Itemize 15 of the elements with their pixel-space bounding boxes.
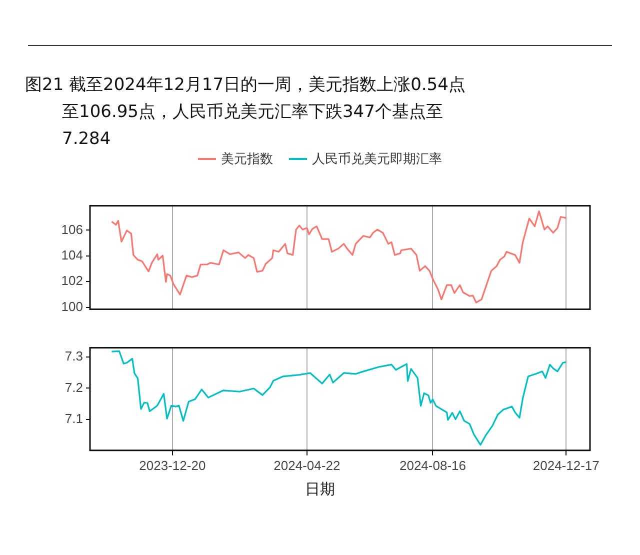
y-tick-label: 7.1 (64, 410, 83, 426)
y-tick-label: 7.2 (64, 380, 83, 395)
y-tick-label: 100 (61, 298, 83, 314)
chart-title: 图21 截至2024年12月17日的一周，美元指数上涨0.54点至106.95点，人民币兑美元汇率下跌347个基点至7.284 (25, 74, 466, 151)
legend-label: 人民币兑美元即期汇率 (311, 151, 442, 168)
x-tick-label: 2024-04-22 (274, 458, 340, 473)
x-axis-title: 日期 (304, 480, 336, 499)
y-tick-label: 106 (61, 222, 83, 237)
y-tick-label: 102 (61, 273, 83, 288)
x-tick-label: 2023-12-20 (139, 458, 206, 473)
x-tick-label: 2024-12-17 (532, 458, 600, 473)
legend-label: 美元指数 (220, 151, 273, 168)
y-tick-label: 104 (61, 247, 83, 262)
y-tick-label: 7.3 (64, 348, 83, 364)
x-tick-label: 2024-08-16 (399, 458, 466, 473)
